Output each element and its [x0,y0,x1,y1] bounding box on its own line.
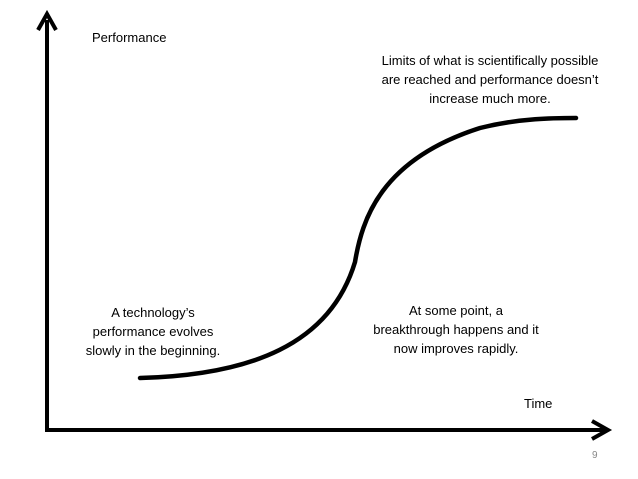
x-axis-label: Time [524,396,553,411]
s-curve [137,115,579,381]
annotation-line: A technology’s [111,305,195,320]
annotation-line: At some point, a [409,303,503,318]
y-axis-arrowhead [36,9,58,31]
annotation-line: are reached and performance doesn’t [381,72,599,87]
y-axis-label: Performance [92,30,167,45]
annotation-line: performance evolves [92,324,214,339]
annotation-line: Limits of what is scientifically possibl… [381,53,599,68]
slide-number: 9 [592,450,598,461]
annotation-limits: Limits of what is scientifically possibl… [350,51,630,108]
annotation-line: increase much more. [429,91,551,106]
x-axis-arrowhead [591,419,613,441]
annotation-line: slowly in the beginning. [85,343,221,358]
annotation-breakthrough: At some point, a breakthrough happens an… [345,301,567,358]
annotation-slow-start: A technology’s performance evolves slowl… [58,303,248,360]
annotation-line: breakthrough happens and it [373,322,539,337]
annotation-line: now improves rapidly. [393,341,519,356]
